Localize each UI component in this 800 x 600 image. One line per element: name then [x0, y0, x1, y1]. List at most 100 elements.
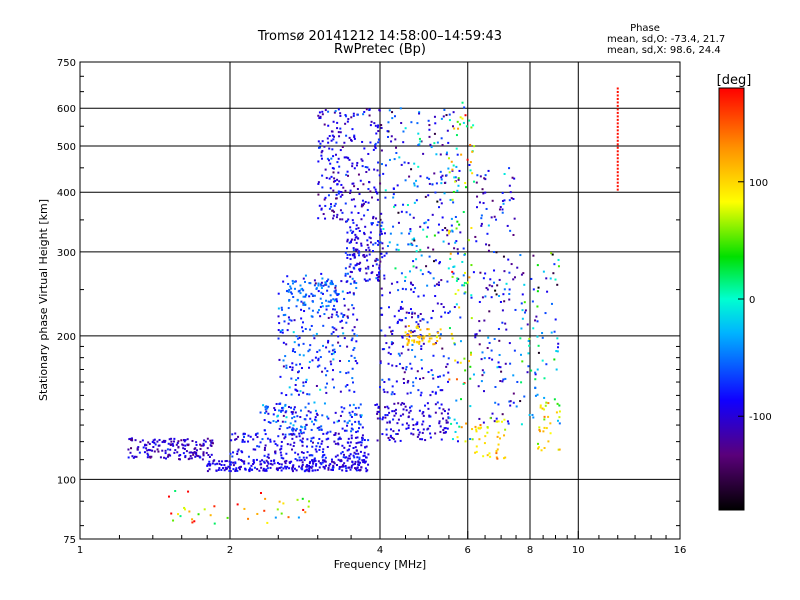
- echo-point: [372, 250, 375, 253]
- echo-point: [185, 450, 188, 453]
- echo-point: [291, 411, 294, 414]
- echo-point: [401, 423, 404, 426]
- echo-point: [317, 193, 320, 196]
- echo-point: [332, 210, 335, 213]
- echo-point: [391, 329, 394, 332]
- echo-point: [386, 405, 389, 408]
- echo-point: [352, 114, 355, 117]
- echo-point: [352, 307, 355, 310]
- echo-point: [387, 362, 390, 365]
- echo-point: [330, 468, 333, 471]
- echo-point: [512, 401, 515, 404]
- echo-point: [457, 289, 460, 292]
- echo-point: [324, 460, 327, 463]
- echo-point: [411, 244, 414, 247]
- echo-point: [353, 167, 356, 170]
- echo-point: [381, 378, 384, 381]
- echo-point: [341, 410, 344, 413]
- echo-point: [310, 324, 313, 327]
- echo-point: [339, 131, 342, 134]
- echo-point: [256, 432, 259, 435]
- echo-point: [417, 428, 420, 431]
- echo-point: [501, 380, 504, 383]
- echo-point: [427, 427, 430, 430]
- echo-point: [369, 241, 372, 244]
- echo-point: [320, 287, 323, 290]
- echo-point: [364, 456, 367, 459]
- echo-point: [191, 518, 194, 521]
- echo-point: [405, 311, 408, 314]
- echo-point: [433, 115, 436, 118]
- echo-point: [287, 290, 290, 293]
- echo-point: [324, 168, 327, 171]
- echo-point: [327, 159, 330, 162]
- echo-point: [455, 303, 458, 306]
- echo-point: [506, 224, 509, 227]
- echo-point: [237, 458, 240, 461]
- echo-point: [298, 353, 301, 356]
- echo-point: [353, 347, 356, 350]
- echo-point: [359, 261, 362, 264]
- echo-point: [407, 324, 410, 327]
- echo-point: [459, 116, 462, 119]
- echo-point: [616, 101, 619, 104]
- echo-point: [349, 258, 352, 261]
- echo-point: [331, 134, 334, 137]
- echo-point: [267, 412, 270, 415]
- echo-point: [352, 112, 355, 115]
- echo-point: [247, 462, 250, 465]
- echo-point: [417, 433, 420, 436]
- echo-point: [330, 205, 333, 208]
- echo-point: [460, 426, 463, 429]
- echo-point: [312, 462, 315, 465]
- echo-point: [527, 352, 530, 355]
- echo-point: [508, 184, 511, 187]
- echo-point: [557, 265, 560, 268]
- echo-point: [442, 429, 445, 432]
- echo-point: [323, 467, 326, 470]
- echo-point: [285, 416, 288, 419]
- echo-point: [469, 353, 472, 356]
- echo-point: [395, 151, 398, 154]
- echo-point: [536, 368, 539, 371]
- echo-point: [484, 174, 487, 177]
- echo-point: [521, 360, 524, 363]
- echo-point: [314, 459, 317, 462]
- echo-point: [351, 128, 354, 131]
- echo-point: [401, 402, 404, 405]
- echo-point: [243, 507, 246, 510]
- echo-point: [341, 444, 344, 447]
- echo-point: [313, 279, 316, 282]
- echo-point: [323, 145, 326, 148]
- echo-point: [448, 113, 451, 116]
- echo-point: [293, 408, 296, 411]
- echo-point: [471, 428, 474, 431]
- echo-point: [287, 307, 290, 310]
- echo-point: [497, 420, 500, 423]
- echo-point: [292, 432, 295, 435]
- echo-point: [543, 396, 546, 399]
- echo-point: [356, 318, 359, 321]
- echo-point: [358, 250, 361, 253]
- echo-point: [538, 426, 541, 429]
- echo-point: [404, 317, 407, 320]
- echo-point: [345, 372, 348, 375]
- echo-point: [408, 175, 411, 178]
- echo-point: [231, 455, 234, 458]
- echo-point: [410, 168, 413, 171]
- echo-point: [447, 357, 450, 360]
- echo-point: [458, 169, 461, 172]
- echo-point: [403, 161, 406, 164]
- echo-point: [220, 463, 223, 466]
- echo-point: [406, 204, 409, 207]
- echo-point: [323, 313, 326, 316]
- echo-point: [395, 146, 398, 149]
- echo-point: [495, 450, 498, 453]
- echo-point: [394, 440, 397, 443]
- x-axis-label: Frequency [MHz]: [334, 558, 426, 571]
- echo-point: [475, 428, 478, 431]
- echo-point: [290, 433, 293, 436]
- echo-point: [327, 467, 330, 470]
- echo-point: [304, 274, 307, 277]
- echo-point: [380, 232, 383, 235]
